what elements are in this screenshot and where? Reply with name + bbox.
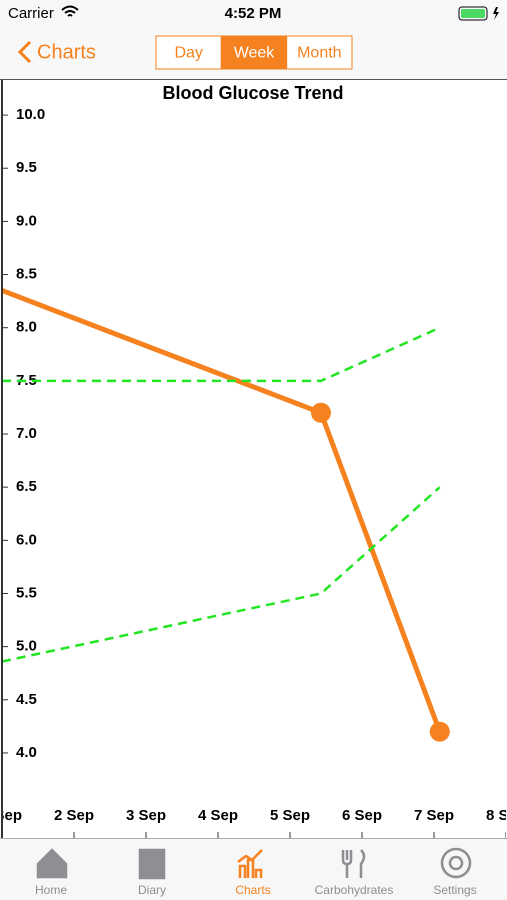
data-point [429, 721, 450, 742]
segment[interactable]: Week [220, 35, 288, 70]
x-tick-label: 5 Sep [270, 807, 310, 824]
y-tick-label: 5.5 [16, 584, 37, 601]
segment-background [286, 35, 353, 70]
y-tick-label: 8.0 [16, 319, 37, 336]
tab-icon [237, 849, 263, 878]
tab-label: Settings [433, 883, 476, 897]
chart-title: Blood Glucose Trend [162, 83, 343, 103]
back-label: Charts [37, 41, 96, 63]
tab-label: Carbohydrates [315, 883, 394, 897]
tab-item[interactable]: Carbohydrates [315, 849, 394, 897]
clock: 4:52 PM [225, 5, 282, 22]
x-tick-label: 7 Sep [414, 807, 454, 824]
segment[interactable]: Day [155, 35, 222, 70]
x-tick-label: 4 Sep [198, 807, 238, 824]
plot: 4.0 4.5 5.0 5.5 6.0 6.5 7.0 7.5 8.0 8.5 9.0 9.5 10.0… [0, 80, 507, 838]
tab-icon [341, 849, 366, 878]
y-tick-label: 5.0 [16, 638, 37, 655]
segment[interactable]: Month [286, 35, 353, 70]
x-tick-label: 3 Sep [126, 807, 166, 824]
y-tick-label: 6.5 [16, 478, 37, 495]
y-tick-label: 9.0 [16, 212, 37, 229]
tab-icon [36, 848, 68, 879]
y-tick-label: 4.5 [16, 691, 37, 708]
x-tick-label: 8 Sep [486, 807, 507, 824]
carrier: Carrier [8, 5, 54, 22]
charging-icon [493, 7, 499, 20]
tab-label: Charts [235, 883, 270, 897]
y-tick-label: 7.5 [16, 372, 37, 389]
series-line [2, 326, 441, 383]
data-point [310, 402, 331, 423]
segment-label: Day [174, 45, 202, 62]
y-tick-label: 9.5 [16, 159, 37, 176]
back-chevron [17, 40, 32, 64]
segment-label: Week [234, 45, 276, 62]
wifi-icon [61, 5, 79, 17]
segmented-control: Day Week Month [155, 35, 353, 70]
tab-label: Home [35, 883, 67, 897]
back-button[interactable]: Charts [17, 40, 96, 64]
tab-item[interactable]: Charts [235, 849, 271, 897]
tab-items: Home Diary Charts Carbohydrates Settings [35, 847, 477, 897]
segment-label: Month [297, 45, 341, 62]
series-line [2, 486, 441, 663]
x-tick-label: 6 Sep [342, 807, 382, 824]
battery [458, 6, 488, 21]
tab-item[interactable]: Diary [138, 848, 166, 897]
tab-label: Diary [138, 883, 166, 897]
y-tick-label: 10.0 [16, 106, 45, 123]
tab-icon [440, 847, 472, 879]
y-tick-label: 7.0 [16, 425, 37, 442]
x-tick-label: 2 Sep [54, 807, 94, 824]
y-tick-label: 6.0 [16, 531, 37, 548]
plot-area: 4.0 4.5 5.0 5.5 6.0 6.5 7.0 7.5 8.0 8.5 9.0 9.5 10.0… [0, 106, 507, 838]
battery-level [461, 9, 485, 18]
tab-item[interactable]: Home [35, 848, 68, 897]
tab-item[interactable]: Settings [433, 847, 477, 897]
x-tick-label: 1 Sep [0, 807, 22, 824]
y-tick-label: 4.0 [16, 744, 37, 761]
y-tick-label: 8.5 [16, 266, 37, 283]
tab-icon [138, 848, 166, 880]
